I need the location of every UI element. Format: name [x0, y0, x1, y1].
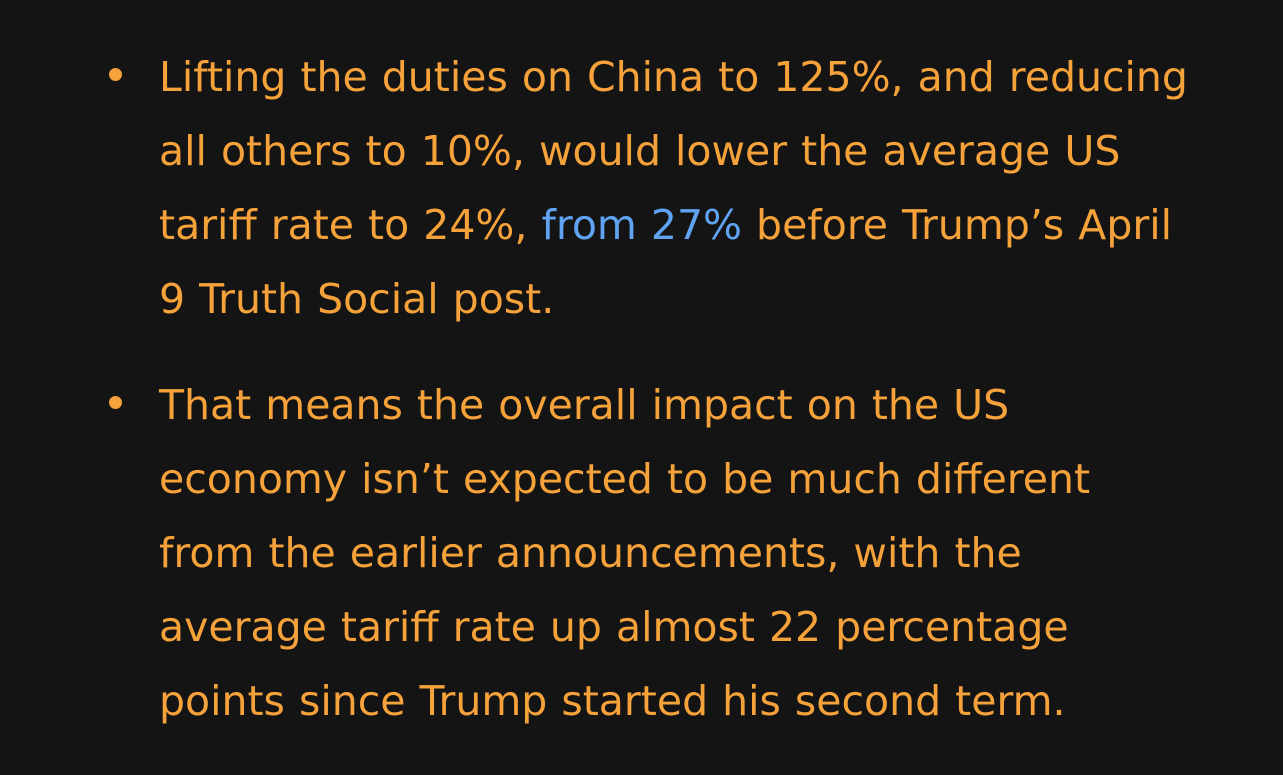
text-line: all others to 10%, would lower the avera… — [159, 127, 1121, 175]
text-line: tariff rate to 24%, from 27% before Trum… — [159, 188, 1249, 262]
bullet-text: Lifting the duties on China to 125%, and… — [159, 40, 1249, 336]
text-line: average tariff rate up almost 22 percent… — [159, 603, 1069, 651]
text-line: from the earlier announcements, with the — [159, 529, 1022, 577]
text-line: points since Trump started his second te… — [159, 677, 1066, 725]
text-segment: before Trump’s April — [742, 201, 1172, 249]
text-segment: tariff rate to 24%, — [159, 201, 542, 249]
source-link[interactable]: from 27% — [541, 201, 743, 249]
bullet-dot-icon — [109, 68, 122, 81]
bullet-text: That means the overall impact on the US … — [159, 368, 1249, 738]
text-line: That means the overall impact on the US — [159, 381, 1010, 429]
text-line: 9 Truth Social post. — [159, 275, 555, 323]
text-line: Lifting the duties on China to 125%, and… — [159, 53, 1188, 101]
bullet-dot-icon — [109, 396, 122, 409]
text-line: economy isn’t expected to be much differ… — [159, 455, 1091, 503]
